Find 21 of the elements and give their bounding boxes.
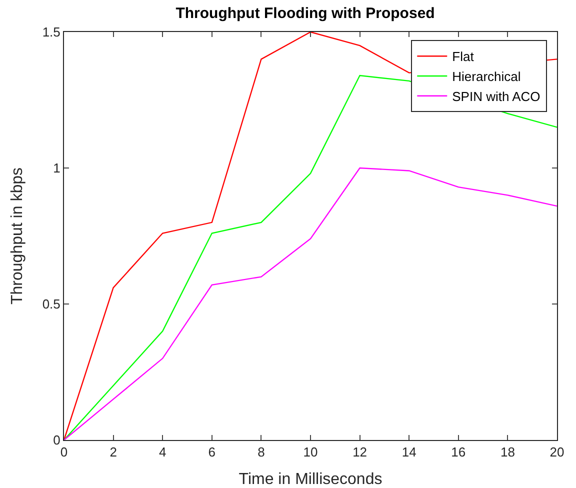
chart-title: Throughput Flooding with Proposed bbox=[176, 4, 435, 22]
x-tick-label: 6 bbox=[208, 444, 216, 460]
line-series bbox=[64, 167, 557, 440]
x-tick-label: 4 bbox=[158, 444, 166, 460]
x-tick-label: 16 bbox=[451, 444, 466, 460]
y-tick-label: 0.5 bbox=[42, 296, 60, 312]
x-axis-title: Time in Milliseconds bbox=[238, 471, 382, 488]
legend-label: Flat bbox=[452, 49, 474, 64]
y-axis-title: Throughput in kbps bbox=[9, 168, 26, 304]
x-tick-label: 12 bbox=[352, 444, 368, 460]
y-tick-label: 1 bbox=[53, 160, 60, 176]
y-tick-label: 0 bbox=[53, 432, 60, 448]
x-tick-label: 20 bbox=[550, 444, 564, 460]
x-tick-label: 8 bbox=[258, 444, 265, 460]
legend-label: SPIN with ACO bbox=[452, 88, 540, 104]
x-tick-label: 10 bbox=[303, 444, 318, 460]
x-tick-label: 18 bbox=[500, 444, 515, 460]
x-tick-label: 14 bbox=[402, 444, 416, 460]
legend-label: Hierarchical bbox=[452, 69, 521, 84]
y-tick-label: 1.5 bbox=[42, 24, 60, 40]
x-tick-label: 2 bbox=[110, 444, 117, 460]
